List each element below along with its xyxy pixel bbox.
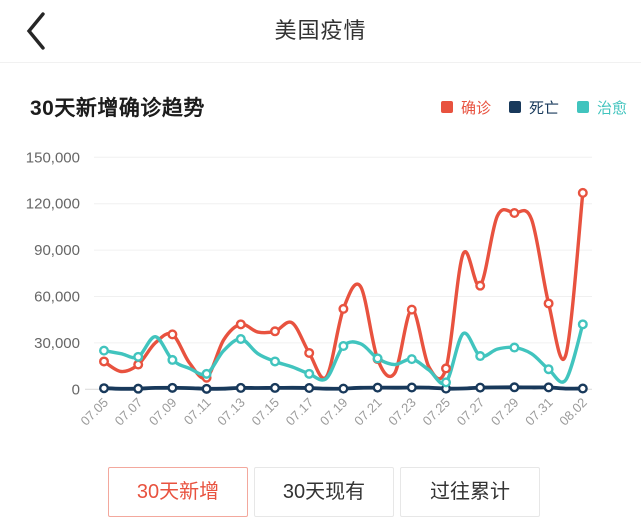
- chevron-left-icon: [26, 12, 45, 50]
- grid-lines: [94, 156, 592, 344]
- legend-label: 死亡: [528, 99, 559, 117]
- svg-text:07.23: 07.23: [385, 395, 419, 429]
- svg-text:07.21: 07.21: [351, 395, 385, 429]
- svg-text:07.09: 07.09: [146, 395, 180, 429]
- deaths-swatch-icon: [508, 101, 521, 113]
- svg-text:60,000: 60,000: [34, 289, 80, 306]
- tab-30d-current[interactable]: 30天现有: [254, 467, 394, 517]
- confirmed-swatch-icon: [440, 101, 453, 113]
- legend-item-cured[interactable]: 治愈: [576, 97, 627, 118]
- svg-text:07.07: 07.07: [112, 395, 146, 429]
- svg-text:07.29: 07.29: [488, 395, 522, 429]
- legend-item-deaths[interactable]: 死亡: [508, 97, 559, 118]
- tab-30d-new[interactable]: 30天新增: [108, 467, 248, 517]
- series-confirmed-markers: [98, 187, 588, 383]
- back-button[interactable]: [16, 9, 56, 53]
- svg-text:07.25: 07.25: [420, 395, 454, 429]
- chart-legend: 确诊 死亡 治愈: [440, 97, 627, 118]
- svg-text:120,000: 120,000: [26, 196, 80, 213]
- legend-item-confirmed[interactable]: 确诊: [440, 97, 491, 118]
- svg-text:07.05: 07.05: [78, 395, 112, 429]
- x-axis-labels: 07.05 07.07 07.09 07.11 07.13 07.15 07.17 07.19…: [78, 395, 590, 429]
- svg-text:90,000: 90,000: [34, 242, 80, 259]
- svg-text:07.19: 07.19: [317, 395, 351, 429]
- series-deaths-markers: [98, 382, 588, 394]
- svg-text:0: 0: [72, 381, 80, 398]
- svg-text:07.11: 07.11: [181, 395, 214, 428]
- tab-cumulative[interactable]: 过往累计: [400, 467, 540, 517]
- svg-text:07.27: 07.27: [454, 395, 488, 429]
- svg-text:07.31: 07.31: [522, 395, 556, 429]
- cured-swatch-icon: [576, 101, 589, 113]
- svg-text:30,000: 30,000: [34, 335, 80, 352]
- legend-label: 确诊: [460, 99, 491, 117]
- svg-text:07.15: 07.15: [249, 395, 283, 429]
- legend-label: 治愈: [596, 99, 627, 117]
- series-cured-markers: [98, 319, 588, 388]
- app-header: 美国疫情: [0, 0, 641, 63]
- svg-text:07.13: 07.13: [214, 395, 248, 429]
- svg-text:150,000: 150,000: [26, 149, 80, 166]
- y-axis-labels: 0 30,000 60,000 90,000 120,000 150,000: [26, 149, 80, 398]
- chart-title: 30天新增确诊趋势: [30, 97, 205, 120]
- svg-text:07.17: 07.17: [283, 395, 317, 429]
- svg-text:08.02: 08.02: [556, 395, 590, 429]
- chart-header: 30天新增确诊趋势 确诊 死亡 治愈: [30, 92, 627, 122]
- range-tabs: 30天新增 30天现有 过往累计: [108, 467, 540, 517]
- page-title: 美国疫情: [274, 18, 367, 43]
